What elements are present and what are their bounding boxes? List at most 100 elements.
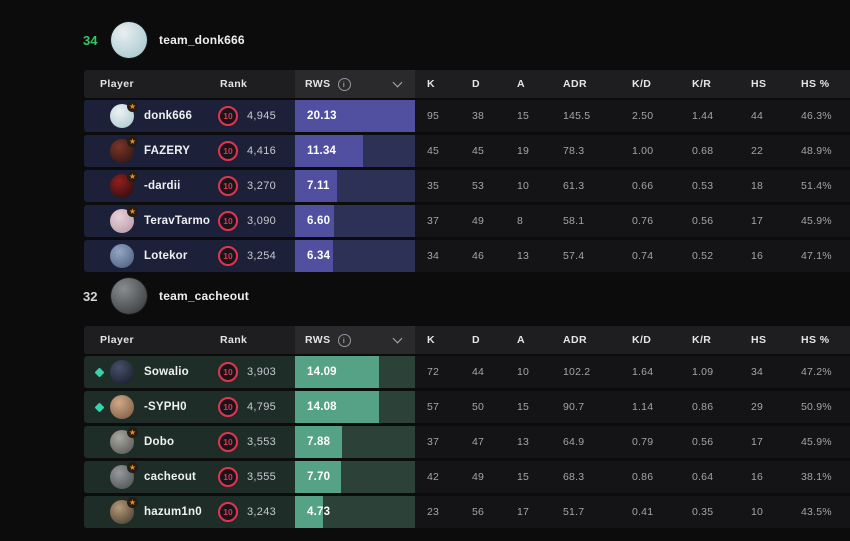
- info-icon[interactable]: i: [337, 333, 351, 347]
- player-avatar: [110, 395, 134, 419]
- column-header-stat: HS %: [789, 70, 850, 98]
- rank-value: 3,243: [247, 506, 277, 518]
- avatar-image: [110, 244, 134, 268]
- stat-value: 47.1%: [789, 240, 850, 272]
- stat-value: 0.35: [680, 496, 739, 528]
- stat-value: 23: [415, 496, 460, 528]
- rank-value: 3,903: [247, 366, 277, 378]
- column-header-rws[interactable]: RWS i: [295, 70, 415, 98]
- faceit-level-icon: 10: [218, 176, 238, 196]
- rws-bar: [295, 356, 379, 388]
- rank-cell: 10 3,555: [212, 461, 295, 493]
- rws-cell: 6.34: [295, 240, 415, 272]
- rws-value: 14.09: [307, 366, 337, 378]
- player-row[interactable]: Sowalio 10 3,903 14.09 72 44 10 102.2 1.64 1.09 34…: [84, 356, 850, 388]
- rank-cell: 10 3,090: [212, 205, 295, 237]
- player-row[interactable]: ★ FAZERY 10 4,416 11.34 45 45 19 78.3 1.00 0.68 22 4…: [84, 135, 850, 167]
- stat-value: 15: [505, 461, 551, 493]
- stat-value: 0.53: [680, 170, 739, 202]
- faceit-level-icon: 10: [218, 502, 238, 522]
- rws-bar: [295, 461, 341, 493]
- stat-value: 44: [739, 100, 789, 132]
- player-row[interactable]: ★ -dardii 10 3,270 7.11 35 53 10 61.3 0.66 0.53 18 5…: [84, 170, 850, 202]
- star-badge-icon: ★: [127, 206, 138, 217]
- stat-value: 50: [460, 391, 505, 423]
- faceit-level-icon: 10: [218, 211, 238, 231]
- rank-cell: 10 3,903: [212, 356, 295, 388]
- stat-value: 57.4: [551, 240, 620, 272]
- stat-value: 29: [739, 391, 789, 423]
- rank-value: 3,270: [247, 180, 277, 192]
- rws-bar: [295, 391, 379, 423]
- stat-value: 0.86: [620, 461, 680, 493]
- column-header-stat: K/D: [620, 70, 680, 98]
- player-row[interactable]: -SYPH0 10 4,795 14.08 57 50 15 90.7 1.14 0.86 29 50…: [84, 391, 850, 423]
- stat-value: 17: [739, 426, 789, 458]
- player-row[interactable]: ★ cacheout 10 3,555 7.70 42 49 15 68.3 0.86 0.64 16…: [84, 461, 850, 493]
- player-row[interactable]: ★ Dobo 10 3,553 7.88 37 47 13 64.9 0.79 0.56 17 45.9…: [84, 426, 850, 458]
- rws-cell: 14.08: [295, 391, 415, 423]
- stat-value: 0.64: [680, 461, 739, 493]
- chevron-down-icon[interactable]: [392, 77, 403, 88]
- stat-value: 68.3: [551, 461, 620, 493]
- stat-value: 57: [415, 391, 460, 423]
- stat-value: 46.3%: [789, 100, 850, 132]
- stat-value: 34: [415, 240, 460, 272]
- column-header-stat: K/R: [680, 70, 739, 98]
- rws-bar: [295, 426, 342, 458]
- player-row[interactable]: ★ TeravTarmo 10 3,090 6.60 37 49 8 58.1 0.76 0.56 1…: [84, 205, 850, 237]
- stat-value: 49: [460, 205, 505, 237]
- player-name: donk666: [144, 110, 193, 122]
- rws-bar: [295, 240, 333, 272]
- stat-value: 17: [505, 496, 551, 528]
- rws-bar: [295, 205, 335, 237]
- rank-cell: 10 4,795: [212, 391, 295, 423]
- stat-value: 1.44: [680, 100, 739, 132]
- rws-cell: 4.73: [295, 496, 415, 528]
- rws-value: 4.73: [307, 506, 331, 518]
- stat-value: 13: [505, 240, 551, 272]
- rws-bar: [295, 496, 324, 528]
- player-cell: ★ cacheout: [84, 461, 212, 493]
- player-name: TeravTarmo: [144, 215, 211, 227]
- player-row[interactable]: Lotekor 10 3,254 6.34 34 46 13 57.4 0.74 0.52 16 47…: [84, 240, 850, 272]
- stat-value: 64.9: [551, 426, 620, 458]
- rank-value: 3,254: [247, 250, 277, 262]
- avatar-image: [110, 395, 134, 419]
- rws-cell: 11.34: [295, 135, 415, 167]
- star-badge-icon: ★: [127, 136, 138, 147]
- column-header-stat: HS: [739, 326, 789, 354]
- teams-container: 34 team_donk666 Player Rank RWS i K D A ADR K/D K/R…: [0, 22, 850, 528]
- stat-value: 18: [739, 170, 789, 202]
- stat-value: 0.66: [620, 170, 680, 202]
- rws-value: 7.70: [307, 471, 331, 483]
- column-header-stat: HS %: [789, 326, 850, 354]
- info-icon[interactable]: i: [337, 77, 351, 91]
- stat-value: 95: [415, 100, 460, 132]
- column-header-rank: Rank: [212, 70, 295, 98]
- player-name: -dardii: [144, 180, 181, 192]
- stat-value: 1.00: [620, 135, 680, 167]
- star-badge-icon: ★: [127, 497, 138, 508]
- player-row[interactable]: ★ donk666 10 4,945 20.13 95 38 15 145.5 2.50 1.44 4…: [84, 100, 850, 132]
- team-name: team_donk666: [159, 33, 245, 47]
- stat-value: 43.5%: [789, 496, 850, 528]
- chevron-down-icon[interactable]: [392, 333, 403, 344]
- stat-value: 0.76: [620, 205, 680, 237]
- column-header-stat: D: [460, 326, 505, 354]
- stat-value: 10: [739, 496, 789, 528]
- player-row[interactable]: ★ hazum1n0 10 3,243 4.73 23 56 17 51.7 0.41 0.35 10…: [84, 496, 850, 528]
- stat-value: 0.52: [680, 240, 739, 272]
- rws-column-label: RWS: [305, 334, 331, 346]
- player-cell: -SYPH0: [84, 391, 212, 423]
- rws-bar: [295, 170, 338, 202]
- diamond-icon: [94, 367, 105, 377]
- player-cell: Lotekor: [84, 240, 212, 272]
- stat-value: 78.3: [551, 135, 620, 167]
- stat-value: 19: [505, 135, 551, 167]
- column-header-stat: D: [460, 70, 505, 98]
- column-header-rws[interactable]: RWS i: [295, 326, 415, 354]
- stat-value: 17: [739, 205, 789, 237]
- star-badge-icon: ★: [127, 171, 138, 182]
- stat-value: 34: [739, 356, 789, 388]
